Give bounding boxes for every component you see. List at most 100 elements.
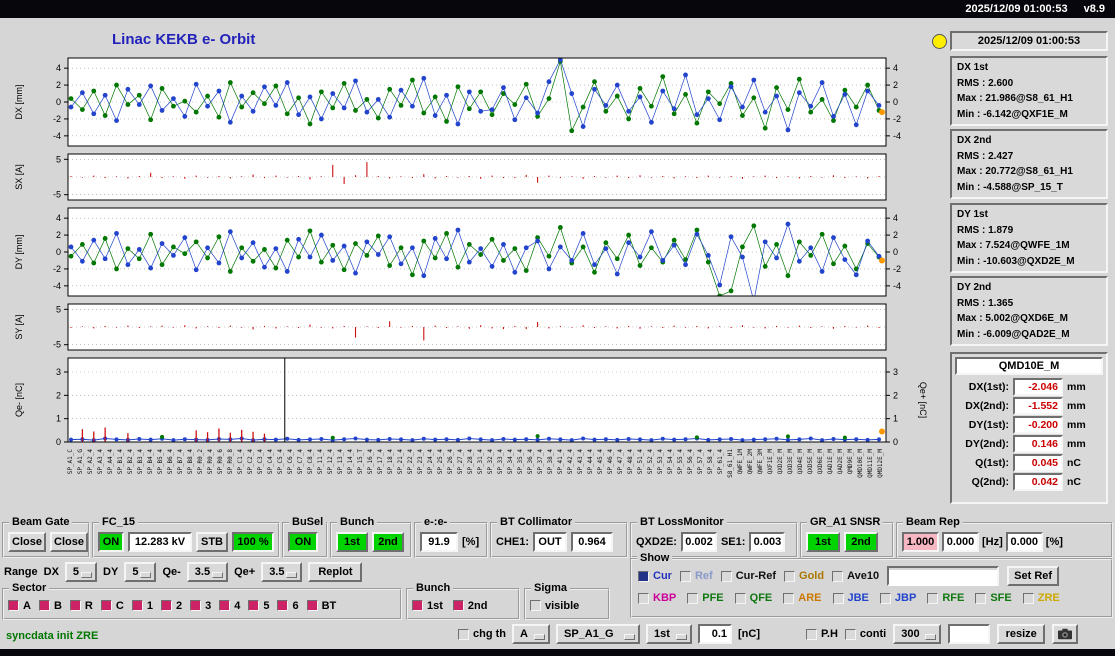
range-dropdown-dx[interactable]: 5 (64, 562, 98, 582)
header-datetime: 2025/12/09 01:00:53 (965, 3, 1068, 15)
svg-text:SP_61_4: SP_61_4 (717, 449, 724, 475)
stat-box-dy-1st: DY 1st RMS : 1.879 Max : 7.524@QWFE_1M Min … (950, 203, 1108, 273)
svg-text:SP_23_4: SP_23_4 (417, 449, 424, 475)
monitor-box: QMD10E_M DX(1st): -2.046 mm DX(2nd): -1.552 m… (950, 352, 1108, 504)
monitor-row-label: DX(2nd): (965, 399, 1009, 412)
checkbox-label: 1 (146, 599, 153, 612)
show-toggle-sfe[interactable]: SFE (975, 592, 1012, 604)
show-toggle-pfe[interactable]: PFE (687, 592, 724, 604)
stat-box-title: DY 2nd (957, 282, 992, 293)
svg-text:SP_C1_4: SP_C1_4 (237, 449, 244, 475)
show-toggle-qfe[interactable]: QFE (734, 592, 772, 604)
show-toggle-kbp[interactable]: KBP (638, 592, 676, 604)
show-toggle-rfe[interactable]: RFE (927, 592, 964, 604)
sector-checkbox-r[interactable]: R (69, 600, 93, 612)
sector-dropdown[interactable]: A (512, 624, 550, 644)
checkbox-label: SFE (990, 592, 1012, 604)
ref-name-input[interactable] (889, 570, 998, 586)
sector-checkbox-c[interactable]: C (100, 600, 124, 612)
show-frame: Show Cur Ref Cur-Ref Gold Ave10 Set Ref KBP P… (630, 552, 1113, 618)
svg-text:-4: -4 (53, 131, 61, 141)
stat-line: Min : -6.009@QAD2E_M (957, 328, 1070, 340)
sector-checkbox-3[interactable]: 3 (190, 600, 211, 612)
checkbox-label: ZRE (1037, 592, 1060, 604)
checkbox-indicator (131, 600, 143, 611)
sector-checkbox-6[interactable]: 6 (277, 600, 299, 612)
dx-panel: 4 4 2 2 0 0 -2 -2 -4 -4 DX [mm] (14, 57, 901, 147)
timestamp-text: 2025/12/09 01:00:53 (977, 35, 1081, 47)
checkbox-label: PFE (702, 592, 724, 604)
svg-text:QXD4E_M: QXD4E_M (797, 449, 804, 475)
device-dropdown[interactable]: SP_A1_G (556, 624, 640, 644)
sector-checkbox-5[interactable]: 5 (248, 600, 269, 612)
sector-checkbox-4[interactable]: 4 (219, 600, 240, 612)
sector-checkbox-a[interactable]: A (8, 600, 31, 612)
monitor-row-unit: nC (1067, 456, 1081, 469)
show-toggle-jbe[interactable]: JBE (832, 592, 869, 604)
screenshot-button[interactable] (1052, 624, 1079, 644)
fc15-on-indicator[interactable]: ON (98, 531, 124, 552)
show-toggle-gold[interactable]: Gold (784, 570, 824, 582)
beam-gate-label: Beam Gate (9, 516, 73, 528)
show-toggle-are[interactable]: ARE (783, 592, 822, 604)
busel-on-indicator[interactable]: ON (288, 531, 318, 552)
bunch-dropdown[interactable]: 1st (646, 624, 692, 644)
svg-text:SP_24_4: SP_24_4 (427, 449, 434, 475)
bunch-2nd-button[interactable]: 2nd (372, 531, 404, 552)
svg-text:SP_C2_4: SP_C2_4 (247, 449, 254, 475)
svg-text:SP_18_4: SP_18_4 (387, 449, 394, 475)
sector-checkbox-bt[interactable]: BT (306, 600, 336, 612)
svg-text:QWFE_2M: QWFE_2M (747, 449, 754, 475)
checkbox-label: A (23, 599, 31, 612)
range-dropdown-qeplus[interactable]: 3.5 (261, 562, 303, 582)
blank-entry[interactable] (948, 624, 991, 644)
show-toggle-cur[interactable]: Cur (638, 570, 672, 582)
ph-checkbox[interactable]: P.H (806, 628, 838, 640)
busel-label: BuSel (289, 516, 327, 528)
bunch-1st-button[interactable]: 1st (336, 531, 368, 552)
range-item-label: Qe+ (234, 566, 256, 578)
bunch-checkbox-2nd[interactable]: 2nd (452, 600, 487, 612)
svg-text:QMD9E_M: QMD9E_M (847, 449, 854, 475)
svg-text:SP_B7_4: SP_B7_4 (177, 449, 184, 475)
svg-text:4: 4 (893, 63, 898, 73)
bunch-checkbox-1st[interactable]: 1st (412, 600, 443, 612)
conti-checkbox[interactable]: conti (844, 628, 886, 640)
ph-text: P.H (821, 628, 838, 640)
sigma-visible-checkbox[interactable]: visible (530, 600, 579, 612)
svg-text:SP_33_4: SP_33_4 (497, 449, 504, 475)
se1-value: 0.003 (749, 531, 786, 552)
resize-button[interactable]: resize (997, 624, 1046, 644)
svg-text:SP_B8_4: SP_B8_4 (187, 449, 194, 475)
sector-checkbox-b[interactable]: B (38, 599, 62, 612)
svg-text:4: 4 (893, 213, 898, 223)
svg-text:SP_C6_4: SP_C6_4 (287, 449, 294, 475)
beam-gate-close-button-2[interactable]: Close (50, 531, 88, 552)
range-dropdown-qeminus[interactable]: 3.5 (186, 562, 229, 582)
chg-th-checkbox[interactable]: chg th (458, 628, 506, 640)
show-toggle-zre[interactable]: ZRE (1022, 592, 1060, 604)
checkbox-label: B (53, 599, 62, 612)
gr-snsr-1st-button[interactable]: 1st (806, 531, 840, 552)
show-toggle-cur-ref[interactable]: Cur-Ref (720, 570, 776, 582)
se1-label: SE1: (720, 535, 746, 548)
range-dropdown-dy[interactable]: 5 (124, 562, 157, 582)
replot-button[interactable]: Replot (308, 562, 363, 582)
checkbox-label: 2 (175, 599, 183, 612)
gr-snsr-2nd-button[interactable]: 2nd (844, 531, 878, 552)
interval-dropdown[interactable]: 300 (893, 624, 942, 644)
show-toggle-ref[interactable]: Ref (679, 570, 713, 582)
monitor-title: QMD10E_M (955, 357, 1103, 375)
show-toggle-jbp[interactable]: JBP (879, 592, 916, 604)
svg-text:SP_31_4: SP_31_4 (477, 449, 484, 475)
threshold-entry[interactable]: 0.1 (698, 624, 732, 644)
stat-line: Max : 7.524@QWFE_1M (957, 240, 1070, 251)
sector-checkbox-2[interactable]: 2 (160, 599, 183, 612)
show-toggle-ave10[interactable]: Ave10 (832, 570, 879, 582)
che1-label: CHE1: (496, 535, 530, 548)
sector-checkbox-1[interactable]: 1 (131, 599, 153, 612)
set-ref-button[interactable]: Set Ref (1007, 566, 1060, 586)
fc15-stb-button[interactable]: STB (196, 531, 228, 552)
svg-text:2: 2 (893, 80, 898, 90)
beam-gate-close-button-1[interactable]: Close (8, 531, 46, 552)
